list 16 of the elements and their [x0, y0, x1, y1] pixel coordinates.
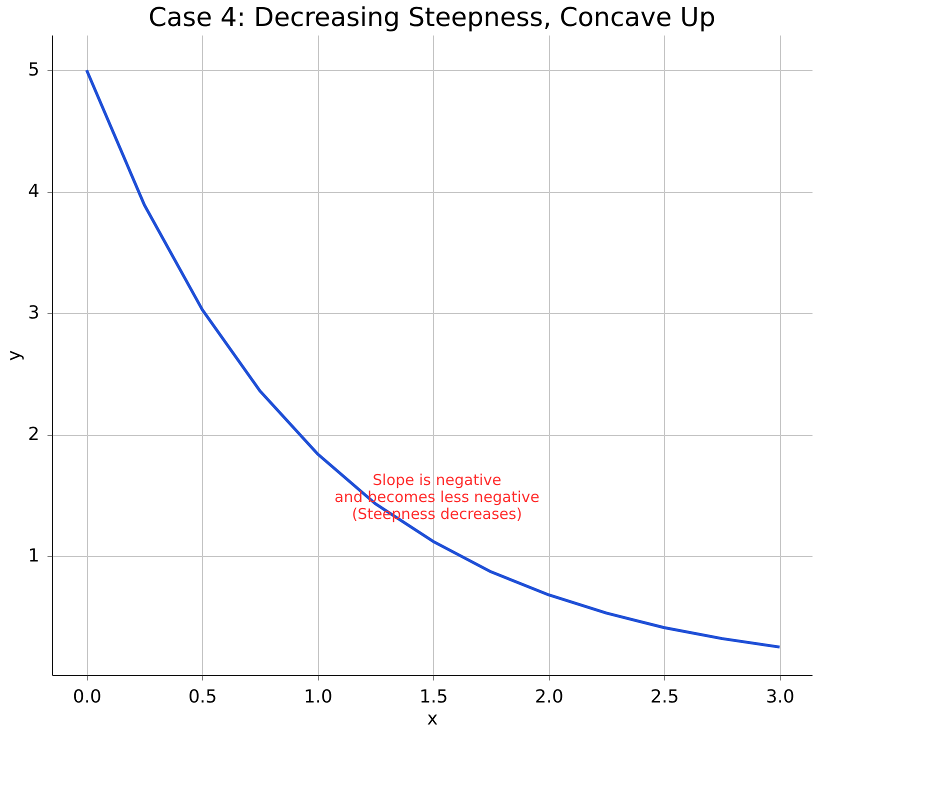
x-tick-label: 0.0: [72, 686, 102, 708]
y-tick-label: 5: [28, 60, 40, 81]
y-tick-label: 2: [28, 424, 40, 446]
y-tick-label: 1: [28, 545, 40, 566]
y-tick-label: 3: [28, 302, 40, 324]
y-axis-title: y: [4, 350, 26, 361]
x-tick-label: 1.5: [419, 686, 448, 708]
x-tick-label: 1.0: [304, 686, 332, 708]
y-tick-label: 4: [28, 181, 40, 202]
line-series: [85, 68, 782, 649]
x-tick-label: 2.5: [650, 686, 679, 708]
x-axis-title: x: [427, 708, 438, 730]
x-tick-label: 3.0: [766, 686, 794, 708]
chart-title: Case 4: Decreasing Steepness, Concave Up: [148, 3, 716, 33]
x-tick-label: 0.5: [188, 686, 217, 708]
x-tick-label: 2.0: [534, 686, 564, 708]
